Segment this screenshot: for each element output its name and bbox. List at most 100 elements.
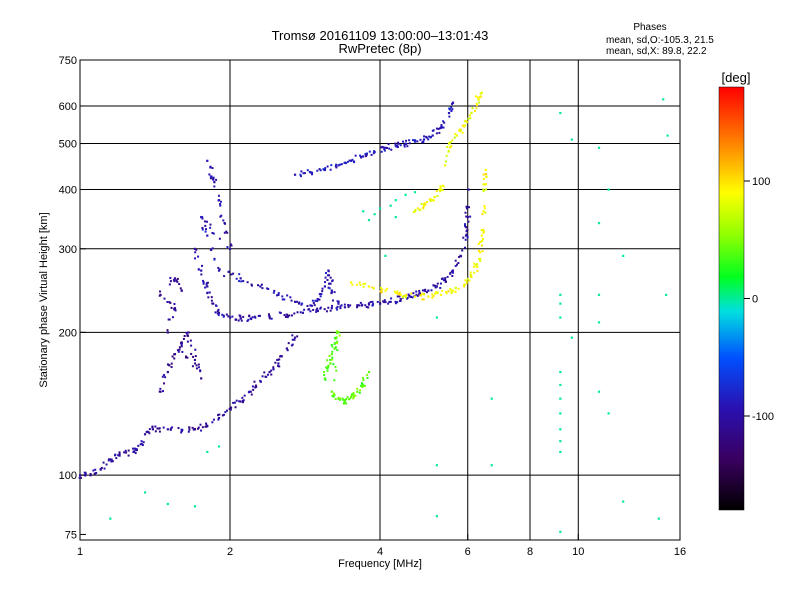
data-point bbox=[327, 286, 330, 289]
data-point bbox=[181, 350, 184, 353]
data-point bbox=[201, 226, 204, 229]
data-point bbox=[107, 458, 110, 461]
data-point bbox=[395, 292, 398, 295]
data-point bbox=[209, 248, 212, 251]
chart-title: Tromsø 20161109 13:00:00–13:01:43 bbox=[272, 28, 489, 43]
data-point bbox=[173, 302, 176, 305]
data-point bbox=[217, 414, 220, 417]
data-point bbox=[331, 299, 334, 302]
data-point bbox=[134, 452, 137, 455]
data-point bbox=[171, 316, 174, 319]
data-point bbox=[396, 146, 399, 149]
data-point bbox=[356, 390, 359, 393]
data-point bbox=[276, 358, 279, 361]
data-point bbox=[414, 139, 417, 142]
data-point bbox=[362, 155, 365, 158]
data-point bbox=[481, 238, 484, 241]
data-point bbox=[118, 452, 121, 455]
data-point bbox=[443, 121, 446, 124]
data-point bbox=[209, 226, 212, 229]
data-point bbox=[559, 412, 562, 415]
data-point bbox=[125, 451, 128, 454]
data-point bbox=[194, 362, 197, 365]
data-point bbox=[217, 314, 220, 317]
data-point bbox=[349, 304, 352, 307]
data-point bbox=[382, 300, 385, 303]
data-point bbox=[173, 280, 176, 283]
data-point bbox=[188, 428, 191, 431]
data-point bbox=[464, 226, 467, 229]
data-point bbox=[369, 301, 372, 304]
data-point bbox=[559, 397, 562, 400]
data-point bbox=[397, 142, 400, 145]
data-point bbox=[380, 291, 383, 294]
data-point bbox=[163, 382, 166, 385]
data-point bbox=[166, 370, 169, 374]
data-point bbox=[379, 302, 382, 305]
data-point bbox=[412, 292, 415, 295]
data-point bbox=[201, 217, 204, 220]
data-point bbox=[291, 334, 294, 337]
data-point bbox=[484, 183, 487, 186]
data-point bbox=[109, 517, 112, 520]
data-point bbox=[451, 102, 454, 105]
data-point bbox=[477, 243, 480, 246]
data-point bbox=[166, 502, 169, 506]
data-point bbox=[410, 292, 413, 295]
data-point bbox=[267, 373, 270, 376]
data-point bbox=[205, 425, 208, 428]
data-point bbox=[277, 293, 280, 296]
data-point bbox=[217, 416, 221, 420]
data-point bbox=[397, 141, 400, 144]
data-point bbox=[484, 211, 487, 214]
data-point bbox=[270, 317, 273, 320]
data-point bbox=[386, 287, 389, 290]
data-point bbox=[331, 279, 334, 282]
data-point bbox=[293, 300, 297, 303]
data-point bbox=[421, 141, 424, 144]
data-point bbox=[139, 443, 142, 446]
data-point bbox=[279, 355, 282, 358]
data-point bbox=[194, 355, 197, 358]
data-point bbox=[213, 258, 216, 261]
data-point bbox=[334, 341, 337, 345]
data-point bbox=[459, 254, 462, 257]
data-point bbox=[464, 279, 467, 282]
data-point bbox=[210, 296, 213, 299]
data-point bbox=[189, 339, 192, 342]
data-point bbox=[371, 286, 374, 289]
data-point bbox=[336, 308, 339, 311]
data-point bbox=[173, 357, 176, 360]
data-point bbox=[203, 220, 206, 223]
data-point bbox=[330, 289, 333, 292]
data-point bbox=[124, 449, 127, 452]
data-point bbox=[367, 218, 371, 222]
data-point bbox=[352, 160, 355, 163]
data-point bbox=[187, 331, 190, 334]
data-point bbox=[168, 283, 171, 286]
data-point bbox=[382, 146, 385, 149]
data-point bbox=[208, 291, 211, 294]
data-point bbox=[176, 280, 179, 283]
data-point bbox=[440, 277, 443, 280]
data-point bbox=[210, 299, 213, 302]
data-point bbox=[162, 426, 165, 429]
data-point bbox=[232, 401, 235, 404]
data-point bbox=[336, 305, 339, 308]
data-point bbox=[167, 363, 170, 366]
data-point bbox=[413, 191, 417, 194]
data-point bbox=[306, 305, 309, 308]
data-point bbox=[475, 107, 478, 110]
data-point bbox=[396, 144, 399, 147]
data-point bbox=[218, 268, 221, 271]
data-point bbox=[352, 394, 355, 397]
data-point bbox=[482, 173, 485, 176]
data-point bbox=[466, 277, 469, 280]
data-point bbox=[188, 426, 191, 429]
data-point bbox=[483, 207, 486, 210]
data-point bbox=[173, 277, 177, 280]
data-point bbox=[379, 290, 382, 293]
data-point bbox=[367, 306, 370, 309]
data-point bbox=[427, 289, 430, 292]
data-point bbox=[474, 110, 477, 113]
